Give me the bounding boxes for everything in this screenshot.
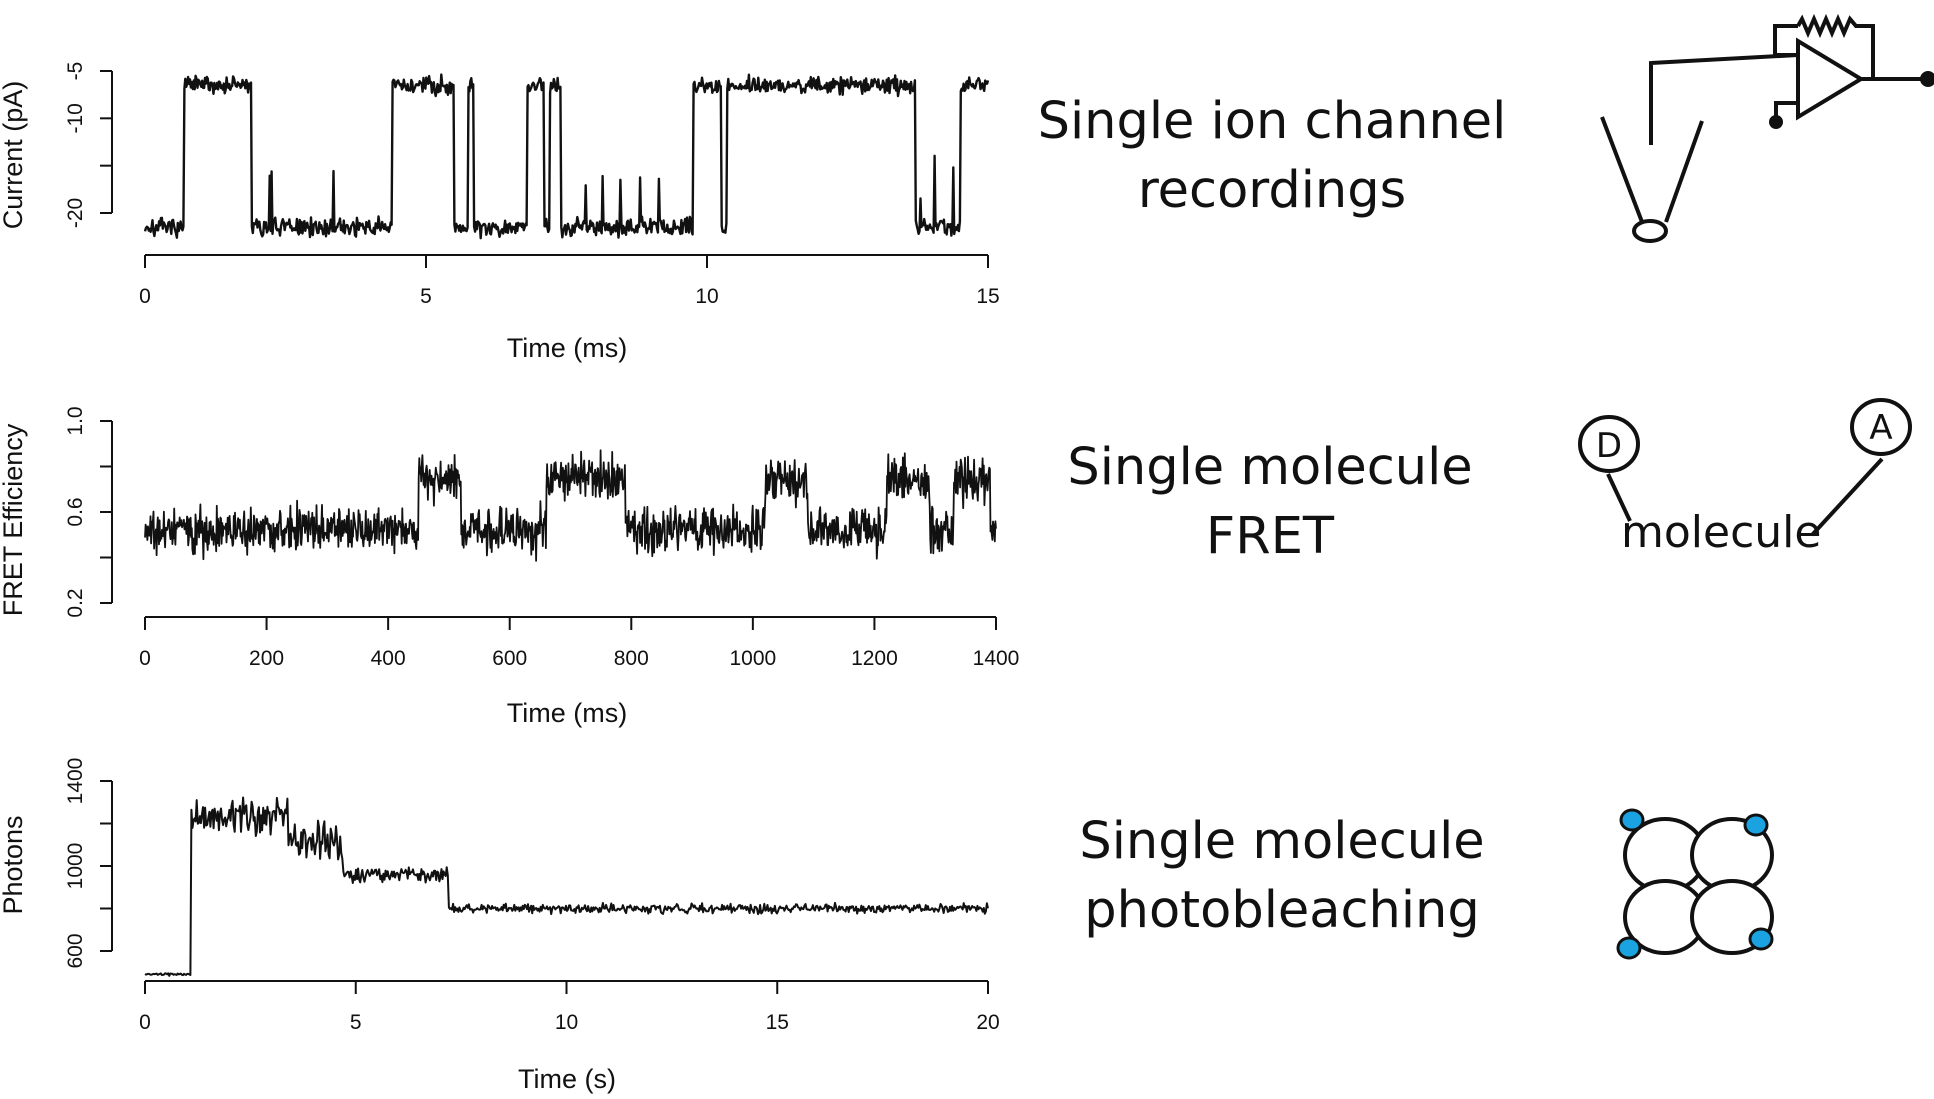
- fret-chart: 0 200 400 600 800 1000 1200 1400 0.2 0.6 1.0 Time…: [0, 406, 1019, 728]
- x-tick-label: 10: [555, 1011, 578, 1034]
- x-tick-label: 1000: [729, 647, 776, 670]
- photobleaching-title-line2: photobleaching: [1084, 881, 1480, 940]
- x-tick-label: 15: [976, 285, 999, 308]
- current-y-label: Current (pA): [0, 81, 28, 230]
- x-tick-label: 200: [249, 647, 284, 670]
- photons-x-label: Time (s): [518, 1064, 616, 1094]
- fret-y-axis: 0.2 0.6 1.0: [64, 406, 113, 618]
- current-x-axis: 0 5 10 15: [139, 254, 1000, 308]
- y-tick-label: 0.6: [64, 497, 87, 526]
- fret-x-axis: 0 200 400 600 800 1000 1200 1400: [139, 616, 1020, 670]
- x-tick-label: 5: [420, 285, 432, 308]
- ion-channel-title: Single ion channel recordings: [1038, 92, 1507, 220]
- x-tick-label: 15: [766, 1011, 789, 1034]
- fret-y-label: FRET Efficiency: [0, 423, 28, 616]
- photobleaching-title: Single molecule photobleaching: [1079, 812, 1484, 940]
- donor-label: D: [1596, 426, 1622, 466]
- y-tick-label: 1000: [64, 843, 87, 890]
- current-x-label: Time (ms): [507, 333, 627, 363]
- fret-x-label: Time (ms): [507, 698, 627, 728]
- current-y-axis: -20 -10 -5: [64, 62, 113, 228]
- fluorophore-icon: [1748, 927, 1774, 951]
- ion-channel-title-line2: recordings: [1138, 161, 1406, 220]
- fluorophore-icon: [1743, 813, 1769, 837]
- x-tick-label: 400: [371, 647, 406, 670]
- photons-trace: [144, 796, 989, 977]
- donor-icon: [1578, 415, 1640, 473]
- fret-trace: [144, 449, 997, 562]
- x-tick-label: 5: [350, 1011, 362, 1034]
- y-tick-label: 1400: [64, 758, 87, 805]
- current-trace: [143, 73, 990, 240]
- fret-title-line2: FRET: [1206, 507, 1335, 566]
- acceptor-label: A: [1869, 408, 1892, 448]
- y-tick-label: -20: [64, 198, 87, 228]
- y-tick-label: -10: [64, 103, 87, 133]
- fluorophore-icon: [1619, 808, 1645, 832]
- current-chart: 0 5 10 15 -20 -10 -5 Time (ms) Current (pA): [0, 62, 1000, 363]
- x-tick-label: 600: [492, 647, 527, 670]
- x-tick-label: 800: [614, 647, 649, 670]
- x-tick-label: 10: [695, 285, 718, 308]
- y-tick-label: 0.2: [64, 588, 87, 617]
- x-tick-label: 0: [139, 647, 151, 670]
- photons-x-axis: 0 5 10 15 20: [139, 980, 1000, 1034]
- fluorophore-icon: [1616, 936, 1642, 960]
- fret-molecule-icon: D A molecule: [1578, 398, 1912, 558]
- photobleaching-title-line1: Single molecule: [1079, 812, 1484, 871]
- photons-y-label: Photons: [0, 815, 28, 914]
- x-tick-label: 0: [139, 285, 151, 308]
- y-tick-label: 600: [64, 933, 87, 968]
- fret-title: Single molecule FRET: [1067, 438, 1472, 566]
- molecule-label: molecule: [1621, 507, 1821, 558]
- x-tick-label: 0: [139, 1011, 151, 1034]
- x-tick-label: 20: [976, 1011, 999, 1034]
- ion-channel-title-line1: Single ion channel: [1038, 92, 1507, 151]
- y-tick-label: 1.0: [64, 406, 87, 435]
- patch-clamp-icon: [1600, 13, 1934, 243]
- photons-chart: 0 5 10 15 20 600 1000 1400 Time (s) Photons: [0, 758, 1000, 1094]
- x-tick-label: 1400: [973, 647, 1020, 670]
- tetramer-icon: [1616, 808, 1774, 960]
- photons-y-axis: 600 1000 1400: [64, 758, 113, 969]
- acceptor-icon: [1850, 398, 1912, 456]
- x-tick-label: 1200: [851, 647, 898, 670]
- y-tick-label: -5: [64, 62, 87, 81]
- fret-title-line1: Single molecule: [1067, 438, 1472, 497]
